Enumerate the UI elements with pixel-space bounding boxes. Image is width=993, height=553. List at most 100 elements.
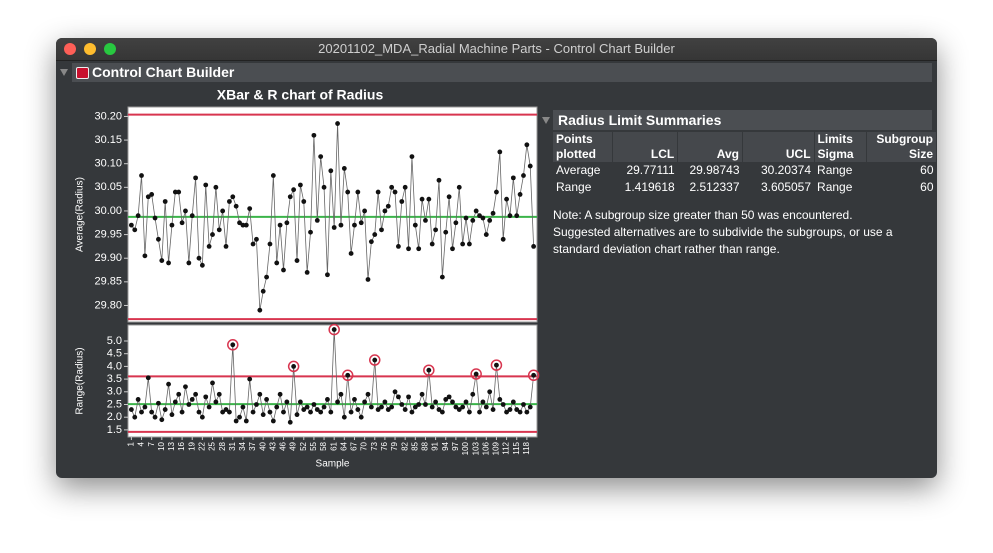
x-tick-label: 73	[370, 441, 379, 450]
point	[264, 274, 269, 280]
point	[210, 232, 215, 237]
point	[277, 222, 283, 228]
point	[128, 222, 134, 228]
point	[531, 372, 537, 378]
summary-header: Radius Limit Summaries	[553, 110, 932, 130]
note: Note: A subgroup size greater than 50 wa…	[553, 208, 893, 256]
point	[480, 215, 486, 221]
point	[396, 394, 401, 400]
point	[402, 184, 408, 190]
plot-area	[127, 106, 538, 323]
x-axis-label: Sample	[316, 459, 350, 470]
point	[504, 196, 509, 202]
point	[213, 399, 219, 405]
point	[301, 407, 307, 412]
table-row: Average 29.77111 29.98743 30.20374 Range 60	[553, 162, 937, 179]
point	[352, 222, 357, 228]
y-tick-label: 4.5	[107, 348, 122, 360]
point	[243, 222, 249, 228]
point	[510, 399, 516, 405]
y-tick-label: 30.05	[94, 181, 122, 193]
x-tick-label: 115	[512, 441, 521, 454]
point	[318, 154, 324, 160]
point	[196, 409, 202, 415]
x-tick-label: 34	[238, 441, 247, 450]
x-tick-label: 49	[289, 441, 298, 450]
x-tick-label: 67	[350, 441, 359, 450]
point	[203, 394, 209, 400]
point	[382, 208, 388, 214]
point	[227, 199, 232, 204]
point	[291, 363, 297, 369]
point	[446, 194, 452, 200]
point	[494, 189, 499, 195]
series-line	[131, 123, 535, 311]
point	[446, 394, 452, 400]
point	[237, 220, 242, 226]
point	[325, 397, 330, 402]
minimize-button[interactable]	[84, 43, 96, 55]
chart-title: XBar & R chart of Radius	[217, 87, 384, 103]
point	[186, 260, 192, 266]
point	[172, 189, 178, 195]
point	[436, 407, 442, 412]
point	[189, 397, 195, 402]
point	[304, 269, 310, 275]
point	[220, 409, 226, 415]
x-tick-label: 97	[451, 441, 460, 450]
point	[487, 218, 493, 223]
point	[412, 222, 418, 228]
x-tick-label: 28	[218, 441, 227, 450]
point	[355, 407, 361, 412]
point	[490, 210, 496, 216]
point	[183, 208, 188, 214]
point	[483, 232, 489, 237]
point	[453, 220, 459, 226]
table-cell: Range	[817, 163, 853, 177]
y-tick-label: 5.0	[107, 335, 122, 347]
point	[277, 391, 283, 397]
point	[450, 246, 455, 252]
point	[257, 391, 263, 397]
point	[460, 241, 466, 247]
point	[250, 241, 256, 247]
table-cell: 1.419618	[624, 180, 675, 194]
point	[308, 409, 313, 415]
point	[436, 177, 442, 183]
point	[338, 391, 344, 397]
point	[199, 262, 205, 268]
point	[368, 239, 374, 245]
close-button[interactable]	[64, 43, 76, 55]
point	[527, 163, 533, 169]
point	[416, 246, 422, 252]
point	[311, 402, 317, 407]
point	[521, 173, 526, 178]
red-triangle-menu[interactable]	[76, 67, 89, 79]
x-tick-label: 103	[471, 441, 480, 455]
x-tick-label: 40	[258, 441, 267, 450]
point	[477, 409, 482, 415]
y-tick-label: 29.80	[94, 299, 122, 311]
point	[270, 173, 276, 178]
summary-table: Points plotted LCL Avg UCL Limits Sigma Subgr…	[553, 132, 937, 196]
point	[274, 260, 280, 266]
point	[311, 132, 317, 138]
point	[335, 121, 340, 126]
point	[145, 194, 151, 200]
point	[419, 391, 425, 397]
point	[287, 419, 293, 425]
point	[223, 407, 229, 412]
point	[402, 407, 408, 412]
disclosure-triangle[interactable]	[60, 69, 68, 76]
point	[358, 414, 364, 420]
column-header: Avg	[677, 132, 743, 162]
zoom-button[interactable]	[104, 43, 116, 55]
point	[375, 407, 381, 412]
point	[233, 418, 239, 424]
point	[352, 397, 357, 402]
x-tick-label: 10	[157, 441, 166, 450]
point	[466, 241, 472, 247]
point	[473, 371, 479, 377]
disclosure-triangle[interactable]	[542, 117, 550, 124]
y-tick-label: 29.90	[94, 252, 122, 264]
